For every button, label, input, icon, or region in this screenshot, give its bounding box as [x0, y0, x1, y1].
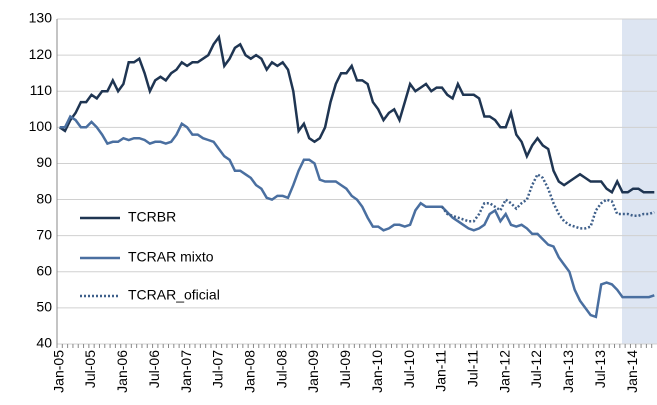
legend-label: TCRBR [128, 209, 176, 225]
x-tick-label: Jan-05 [50, 350, 66, 393]
y-tick-label: 60 [36, 262, 52, 278]
y-tick-label: 130 [29, 10, 53, 26]
y-tick-label: 110 [30, 82, 53, 98]
y-tick-label: 100 [29, 118, 53, 134]
x-tick-label: Jan-09 [305, 350, 321, 393]
line [59, 114, 655, 319]
x-tick-label: Jul-08 [273, 350, 289, 388]
y-tick-label: 90 [36, 154, 52, 170]
x-tick-label: Jul-10 [401, 350, 417, 388]
legend-label: TCRAR mixto [128, 249, 214, 265]
line [440, 172, 655, 230]
x-tick-label: Jan-08 [242, 350, 258, 393]
y-tick-label: 70 [36, 226, 52, 242]
x-tick-label: Jul-11 [465, 350, 481, 387]
legend-label: TCRAR_oficial [128, 287, 220, 303]
shaded-period [622, 19, 657, 344]
x-tick-label: Jul-07 [210, 350, 226, 388]
x-tick-label: Jan-07 [178, 350, 194, 393]
x-tick-label: Jan-11 [433, 350, 449, 392]
y-tick-label: 40 [36, 335, 52, 351]
y-tick-label: 120 [29, 46, 53, 62]
x-tick-label: Jul-06 [146, 350, 162, 388]
x-tick-label: Jul-13 [592, 350, 608, 388]
x-tick-label: Jan-12 [496, 350, 512, 393]
x-tick-label: Jan-14 [624, 350, 640, 393]
line [58, 34, 655, 195]
x-tick-label: Jan-10 [369, 350, 385, 393]
x-tick-label: Jan-06 [114, 350, 130, 393]
x-tick-label: Jul-05 [82, 350, 98, 388]
x-tick-label: Jul-09 [337, 350, 353, 388]
x-tick-label: Jul-12 [528, 350, 544, 388]
y-tick-label: 80 [36, 190, 52, 206]
x-tick-label: Jan-13 [560, 350, 576, 393]
y-tick-label: 50 [36, 299, 52, 315]
